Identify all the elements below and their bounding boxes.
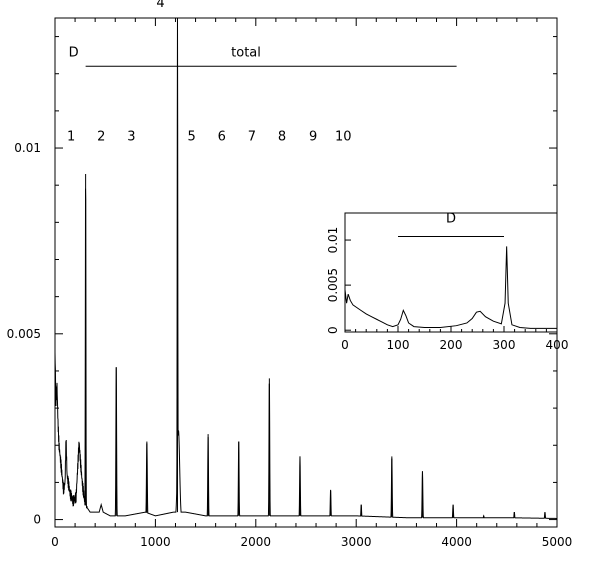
harmonic-number-label: 9 — [309, 130, 317, 145]
main-y-tick-label: 0.005 — [7, 327, 41, 341]
main-x-axis: 0 1000 2000 3000 4000 5000 — [51, 18, 572, 549]
main-x-tick-label: 3000 — [341, 535, 372, 549]
inset-y-axis: 0 0.005 0.01 — [326, 227, 351, 334]
main-x-tick-label: 1000 — [140, 535, 171, 549]
inset-plot-frame — [344, 212, 558, 333]
inset-x-tick-label: 300 — [493, 338, 516, 352]
harmonic-number-label: 4 — [156, 0, 164, 11]
main-d-label: D — [69, 45, 79, 60]
main-peaks — [85, 18, 546, 519]
inset-x-tick-label: 100 — [387, 338, 410, 352]
main-x-tick-label: 4000 — [441, 535, 472, 549]
harmonic-number-label: 6 — [218, 130, 226, 145]
inset-chart: 0 100 200 300 400 0 0.005 0.01 D — [326, 211, 568, 352]
harmonic-number-label: 7 — [248, 130, 256, 145]
main-x-tick-label: 2000 — [241, 535, 272, 549]
harmonic-number-label: 1 — [67, 130, 75, 145]
main-y-axis: 0 0.005 0.01 — [7, 36, 557, 527]
inset-spectrum-line — [344, 246, 557, 329]
harmonic-number-label: 2 — [97, 130, 105, 145]
harmonic-number-label: 8 — [278, 130, 286, 145]
inset-y-tick-label: 0.01 — [326, 227, 340, 254]
inset-x-axis: 0 100 200 300 400 — [341, 326, 568, 352]
main-y-tick-label: 0.01 — [14, 141, 41, 155]
inset-x-tick-label: 200 — [440, 338, 463, 352]
inset-x-tick-label: 400 — [546, 338, 569, 352]
inset-x-tick-label: 0 — [341, 338, 349, 352]
main-spectrum-line — [54, 17, 557, 519]
inset-y-tick-label: 0 — [326, 326, 340, 334]
harmonic-number-label: 10 — [335, 130, 352, 145]
main-x-tick-label: 0 — [51, 535, 59, 549]
harmonic-number-label: 3 — [127, 130, 135, 145]
harmonic-number-labels: 1 2 3 4 5 6 7 8 9 10 — [67, 0, 351, 145]
inset-d-label: D — [446, 211, 456, 226]
total-label: total — [231, 45, 261, 60]
inset-y-tick-label: 0.005 — [326, 268, 340, 302]
main-y-tick-label: 0 — [33, 513, 41, 527]
main-x-tick-label: 5000 — [542, 535, 573, 549]
harmonic-number-label: 5 — [187, 130, 195, 145]
